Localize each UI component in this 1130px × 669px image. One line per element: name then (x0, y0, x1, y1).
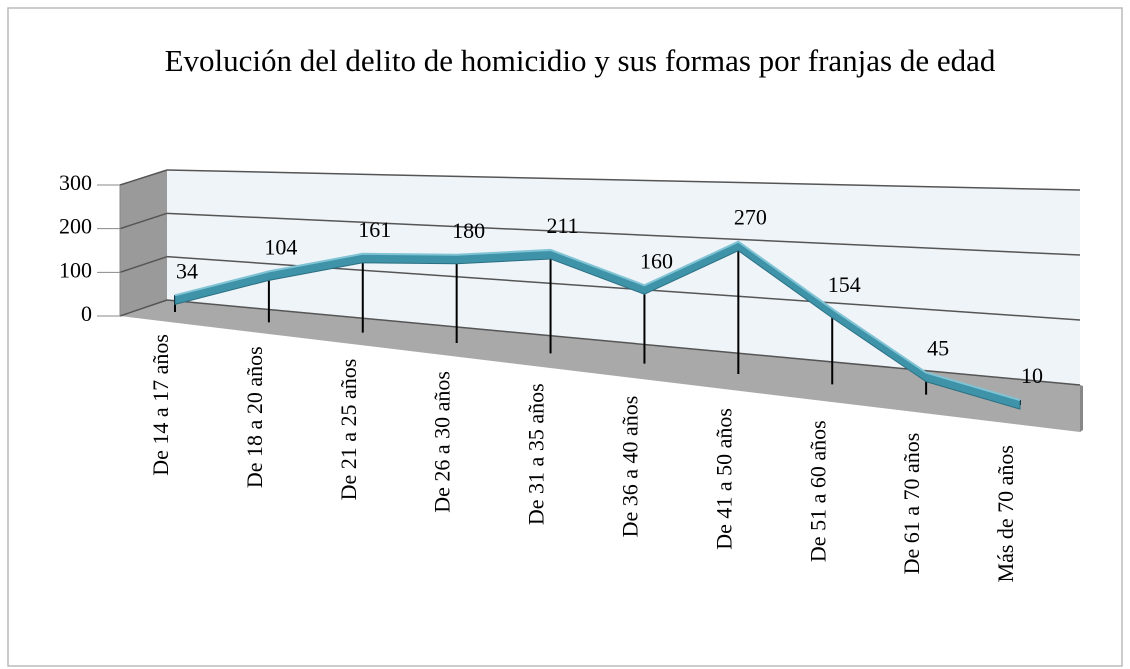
floor (120, 300, 1080, 432)
data-label: 270 (734, 205, 767, 230)
line-top-edge (174, 240, 1021, 402)
side-grid-line (119, 212, 168, 230)
data-label: 160 (640, 248, 673, 273)
y-tick-label: 300 (59, 170, 92, 195)
x-tick-label: De 36 a 40 años (617, 396, 642, 538)
data-label: 161 (358, 217, 391, 242)
data-label: 34 (176, 258, 198, 283)
side-grid-line (119, 169, 168, 186)
x-tick-label: De 51 a 60 años (805, 420, 830, 562)
x-tick-label: Más de 70 años (993, 445, 1018, 582)
side-grid-line (119, 299, 168, 317)
x-tick-label: De 21 a 25 años (336, 359, 361, 501)
side-wall (120, 170, 167, 316)
x-tick-label: De 61 a 70 años (899, 433, 924, 575)
y-tick-label: 100 (59, 257, 92, 282)
x-tick-label: De 41 a 50 años (711, 408, 736, 550)
data-label: 154 (828, 272, 861, 297)
x-tick-label: De 18 a 20 años (242, 346, 267, 488)
y-tick-label: 0 (81, 301, 92, 326)
x-tick-label: De 26 a 30 años (430, 371, 455, 513)
data-label: 10 (1021, 363, 1043, 388)
x-tick-label: De 31 a 35 años (524, 383, 549, 525)
chart-title: Evolución del delito de homicidio y sus … (164, 43, 996, 78)
data-label: 104 (264, 234, 297, 259)
y-tick-label: 200 (59, 214, 92, 239)
floor-edge (1080, 385, 1083, 432)
data-label: 211 (546, 213, 578, 238)
data-label: 45 (927, 336, 949, 361)
grid-line (166, 169, 1081, 191)
grid-line (166, 299, 1081, 386)
x-tick-label: De 14 a 17 años (148, 334, 173, 476)
data-label: 180 (452, 218, 485, 243)
side-grid-line (119, 255, 168, 274)
grid-line (166, 212, 1081, 256)
